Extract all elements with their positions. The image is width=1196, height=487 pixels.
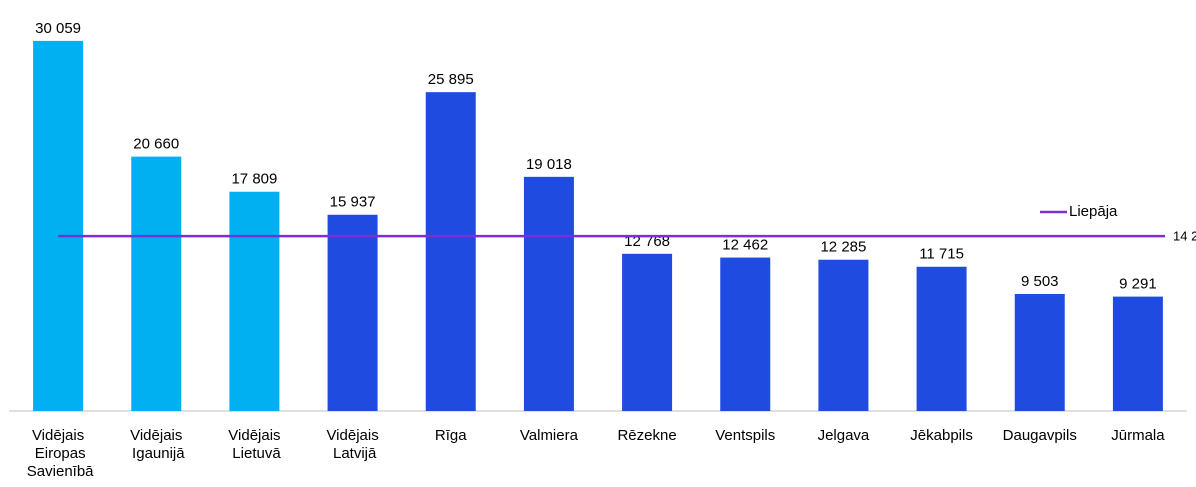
bar <box>1112 296 1163 411</box>
bar <box>622 253 673 411</box>
bar <box>523 176 574 411</box>
value-label: 17 809 <box>231 171 277 188</box>
value-label: 11 715 <box>919 246 964 263</box>
value-label: 25 895 <box>428 71 474 88</box>
bar <box>916 266 967 411</box>
value-label: 19 018 <box>526 156 572 173</box>
x-tick-label: Daugavpils <box>1003 427 1077 444</box>
value-label: 12 285 <box>820 239 866 256</box>
value-label: 9 503 <box>1021 273 1059 290</box>
bar <box>131 156 182 411</box>
x-tick-label: Jūrmala <box>1111 427 1165 444</box>
x-tick-label: Vidējais Lietuvā <box>228 427 281 462</box>
value-label: 30 059 <box>35 20 81 37</box>
reference-label: 14 201 <box>1173 229 1196 244</box>
x-tick-label: Vidējais Latvijā <box>326 427 378 462</box>
bar <box>33 40 84 412</box>
x-tick-label: Vidējais Igaunijā <box>128 427 185 462</box>
x-tick-label: Ventspils <box>715 427 775 444</box>
value-label: 12 462 <box>722 237 768 254</box>
bar <box>229 191 280 411</box>
x-tick-label: Jelgava <box>818 427 870 444</box>
x-tick-label: Valmiera <box>520 427 579 444</box>
x-tick-label: Rēzekne <box>617 427 676 444</box>
bar <box>1014 293 1065 411</box>
bar <box>720 257 771 411</box>
value-label: 9 291 <box>1119 276 1157 293</box>
bar <box>327 214 378 411</box>
x-tick-label: Vidējais Eiropas Savienībā <box>23 427 95 480</box>
x-tick-label: Jēkabpils <box>910 427 973 444</box>
value-label: 20 660 <box>133 136 179 153</box>
bar <box>425 92 476 411</box>
bar <box>818 259 869 411</box>
value-label: 15 937 <box>330 194 376 211</box>
x-tick-label: Rīga <box>435 427 467 444</box>
legend-label: Liepāja <box>1069 203 1118 220</box>
